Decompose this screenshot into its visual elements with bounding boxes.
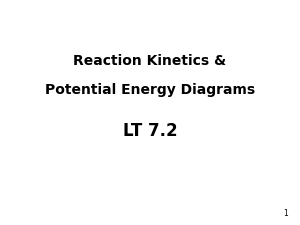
Text: 1: 1: [283, 209, 288, 218]
Text: Reaction Kinetics &: Reaction Kinetics &: [74, 54, 226, 68]
Text: Potential Energy Diagrams: Potential Energy Diagrams: [45, 83, 255, 97]
Text: LT 7.2: LT 7.2: [123, 122, 177, 140]
